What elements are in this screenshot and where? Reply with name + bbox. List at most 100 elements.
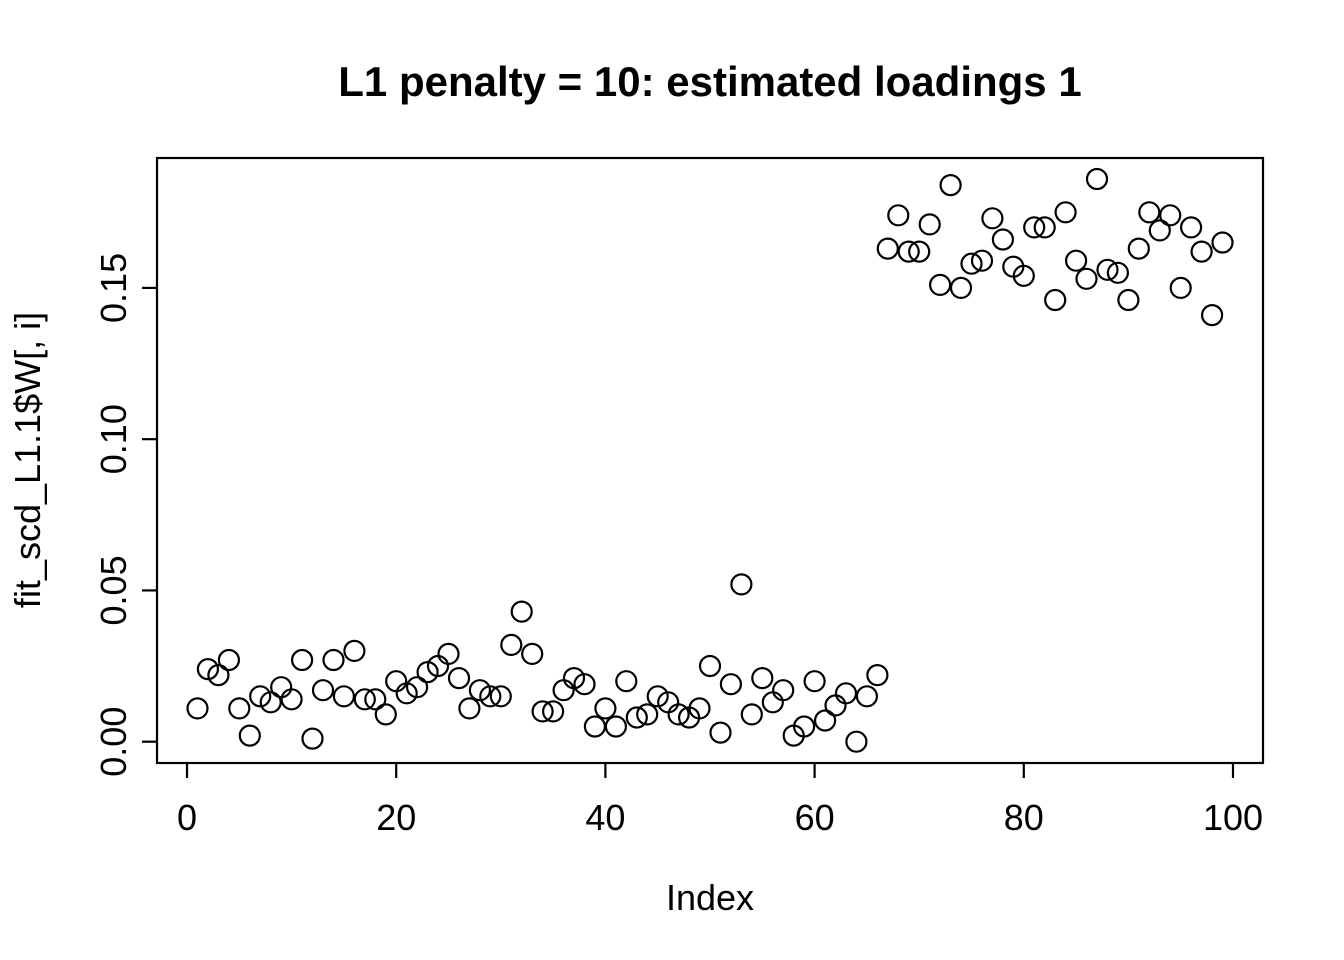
data-point — [207, 663, 230, 687]
data-point — [866, 663, 889, 687]
data-point — [813, 709, 837, 732]
data-point — [1085, 167, 1109, 191]
data-point — [562, 666, 586, 690]
data-point — [1096, 258, 1119, 281]
data-point — [311, 679, 335, 702]
data-point — [280, 688, 303, 711]
data-point — [646, 685, 669, 708]
data-point — [761, 691, 784, 714]
data-point — [217, 648, 240, 672]
plot-title: L1 penalty = 10: estimated loadings 1 — [338, 58, 1081, 105]
data-point — [447, 666, 471, 690]
data-point — [468, 679, 491, 702]
data-point — [479, 685, 502, 708]
y-axis-label: fit_scd_L1.1$W[, i] — [7, 312, 48, 608]
data-point — [834, 682, 858, 705]
data-point — [772, 679, 795, 702]
x-tick-label: 60 — [795, 797, 835, 838]
data-point — [709, 721, 732, 744]
data-point — [437, 642, 460, 666]
x-axis-ticks: 0 20 40 60 80 100 — [177, 763, 1263, 838]
data-point — [698, 654, 722, 678]
data-point — [228, 697, 251, 720]
data-point — [1117, 288, 1140, 312]
data-point — [1012, 264, 1035, 287]
data-point — [291, 648, 314, 672]
data-point — [824, 694, 847, 717]
data-point — [322, 648, 345, 672]
y-tick-label: 0.00 — [93, 707, 134, 777]
data-point — [573, 673, 596, 696]
data-point — [238, 724, 261, 747]
x-tick-label: 0 — [177, 797, 197, 838]
data-point — [991, 228, 1015, 251]
data-point — [364, 688, 387, 711]
data-point — [1064, 249, 1088, 272]
data-point — [876, 237, 899, 260]
data-point — [541, 700, 565, 723]
data-point — [385, 670, 408, 693]
data-point — [1179, 216, 1203, 239]
data-point — [301, 727, 324, 750]
data-point — [981, 207, 1004, 230]
x-tick-label: 80 — [1004, 797, 1044, 838]
data-point — [1200, 304, 1224, 327]
data-point — [1054, 201, 1077, 224]
data-point — [1127, 237, 1150, 260]
data-point — [928, 273, 952, 296]
data-point — [1211, 231, 1234, 254]
data-point — [531, 700, 554, 723]
data-point — [688, 697, 711, 720]
data-point — [615, 670, 638, 693]
data-point — [751, 666, 774, 690]
data-point — [186, 697, 209, 720]
data-point — [855, 685, 879, 708]
data-point — [740, 703, 763, 726]
data-point — [594, 697, 617, 720]
data-points — [186, 167, 1234, 753]
data-point — [1138, 201, 1161, 224]
data-point — [332, 685, 355, 708]
data-point — [604, 715, 628, 738]
x-tick-label: 20 — [376, 797, 416, 838]
data-point — [803, 670, 826, 693]
data-point — [1023, 216, 1046, 239]
data-point — [416, 660, 439, 684]
data-point — [270, 676, 293, 699]
data-point — [970, 249, 994, 272]
data-point — [960, 252, 983, 275]
data-point — [908, 240, 931, 263]
data-point — [196, 657, 219, 681]
data-point — [1169, 276, 1192, 299]
data-point — [918, 213, 941, 236]
data-point — [1148, 219, 1171, 242]
data-point — [792, 715, 816, 738]
data-point — [458, 697, 481, 720]
data-point — [1190, 240, 1213, 263]
data-point — [552, 679, 575, 702]
data-point — [1033, 216, 1056, 239]
plot-border — [155, 156, 1265, 765]
x-axis-label: Index — [666, 877, 754, 918]
data-point — [343, 639, 366, 663]
data-point — [374, 703, 397, 726]
data-point — [489, 685, 512, 708]
data-point — [636, 703, 659, 726]
y-tick-label: 0.05 — [93, 555, 134, 625]
data-point — [939, 174, 962, 197]
x-tick-label: 100 — [1203, 797, 1263, 838]
data-point — [949, 276, 973, 299]
data-point — [510, 600, 533, 623]
data-point — [249, 685, 272, 708]
x-tick-label: 40 — [585, 797, 625, 838]
data-point — [667, 703, 690, 726]
data-point — [887, 204, 910, 227]
y-tick-label: 0.10 — [93, 404, 134, 474]
data-point — [897, 240, 920, 263]
y-axis-ticks: 0.00 0.05 0.10 0.15 — [93, 253, 157, 777]
data-point — [521, 642, 544, 666]
data-point — [500, 633, 523, 657]
data-point — [406, 676, 429, 699]
data-point — [1106, 261, 1130, 284]
